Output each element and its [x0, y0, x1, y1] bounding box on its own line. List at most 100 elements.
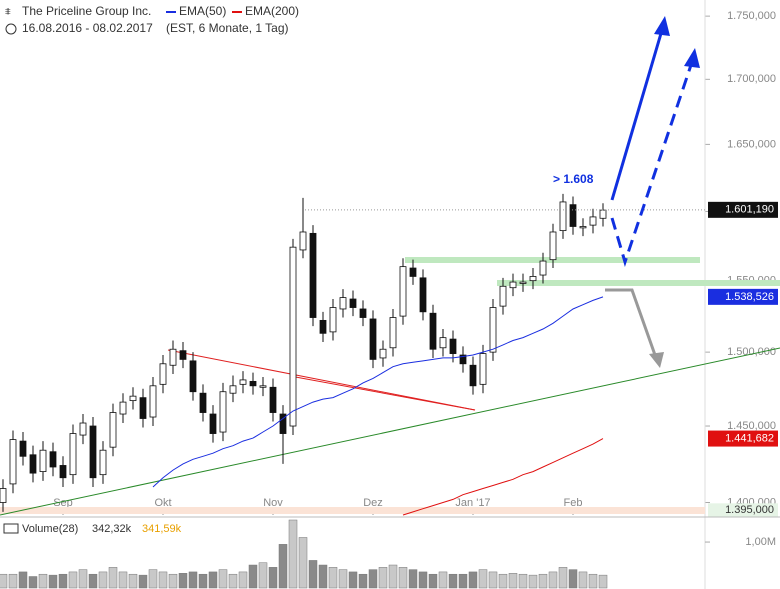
y-tick-label: 1.750,000 — [727, 10, 776, 22]
candle-body — [179, 350, 187, 360]
candle-body — [379, 348, 387, 359]
volume-bar — [538, 573, 548, 589]
volume-tick-label: 1,00M — [745, 536, 776, 548]
candle-body — [0, 488, 7, 503]
arrow-head — [684, 48, 700, 68]
price-label-box — [708, 288, 778, 305]
chart-title: The Priceline Group Inc. — [22, 4, 151, 18]
volume-bar — [478, 569, 488, 589]
volume-bar — [358, 573, 368, 589]
candle-body — [369, 318, 377, 360]
candle-body — [519, 281, 527, 284]
volume-bar — [468, 571, 478, 589]
level-label-box — [708, 503, 778, 518]
volume-panel: 1,00M — [0, 519, 776, 589]
price-label: 1.441,682 — [725, 432, 774, 444]
candle-body — [599, 209, 607, 219]
arrow — [610, 61, 694, 267]
candle-body — [469, 364, 477, 387]
volume-bar — [148, 569, 158, 589]
volume-bar — [158, 571, 168, 589]
candle-body — [19, 440, 27, 457]
volume-bar — [298, 537, 308, 589]
candle-body — [539, 260, 547, 276]
candle-body — [529, 276, 537, 282]
candle-body — [149, 385, 157, 418]
volume-bar — [588, 573, 598, 589]
volume-bar — [368, 569, 378, 589]
x-tick-label: Dez — [363, 497, 383, 509]
volume-title: Volume(28) — [22, 523, 78, 535]
volume-bar — [518, 573, 528, 589]
candle-body — [239, 379, 247, 385]
volume-bar — [338, 569, 348, 589]
volume-bar — [208, 571, 218, 589]
volume-bar — [68, 571, 78, 589]
volume-bar — [438, 571, 448, 589]
x-tick-label: Feb — [564, 497, 583, 509]
volume-average: 341,59k — [142, 523, 182, 535]
volume-icon — [3, 523, 19, 534]
volume-bar — [178, 573, 188, 589]
legend-entry: EMA(50) — [179, 4, 226, 18]
candle-body — [409, 267, 417, 277]
level-band — [0, 507, 705, 514]
candle-body — [259, 385, 267, 388]
volume-average: 342,32k — [92, 523, 132, 535]
trend-line — [167, 349, 476, 411]
level-label: 1.395,000 — [725, 504, 774, 516]
price-label-box — [708, 430, 778, 447]
volume-bar — [48, 574, 58, 589]
volume-bar — [28, 576, 38, 589]
icon: ⩨ — [5, 7, 11, 18]
volume-bar — [578, 571, 588, 589]
candle-body — [429, 312, 437, 350]
date-range: 16.08.2016 - 08.02.2017 — [22, 21, 153, 35]
candle-body — [339, 297, 347, 310]
candle-body — [399, 266, 407, 317]
candle-body — [299, 231, 307, 251]
candle-body — [319, 319, 327, 334]
candle-body — [199, 392, 207, 413]
volume-bar — [308, 560, 318, 589]
candle-body — [439, 337, 447, 349]
volume-bar — [108, 567, 118, 589]
candle-body — [289, 246, 297, 427]
candle-body — [189, 360, 197, 393]
volume-bar — [448, 573, 458, 589]
volume-bar — [88, 573, 98, 589]
arrow — [610, 29, 664, 201]
y-tick-label: 1.700,000 — [727, 73, 776, 85]
candle-body — [579, 226, 587, 229]
volume-bar — [528, 574, 538, 589]
candle-body — [249, 380, 257, 387]
x-tick-label: Nov — [263, 497, 283, 509]
volume-bar — [548, 571, 558, 589]
candle-body — [69, 433, 77, 476]
volume-bar — [58, 573, 68, 589]
candle-body — [209, 413, 217, 434]
y-tick-label: 1.500,000 — [727, 346, 776, 358]
candle-body — [279, 413, 287, 434]
volume-bar — [378, 567, 388, 589]
volume-bar — [238, 571, 248, 589]
volume-bar — [488, 571, 498, 589]
volume-bar — [408, 569, 418, 589]
volume-bar — [328, 567, 338, 589]
candle-body — [99, 449, 107, 476]
candle-body — [159, 363, 167, 385]
volume-bar — [288, 519, 298, 589]
volume-bar — [398, 567, 408, 589]
x-tick-label: Okt — [154, 497, 171, 509]
candle-body — [79, 422, 87, 436]
y-tick-label: 1.650,000 — [727, 138, 776, 150]
ema-line — [152, 296, 604, 488]
price-label: 1.538,526 — [725, 291, 774, 303]
candle-body — [509, 281, 517, 289]
volume-bar — [348, 571, 358, 589]
volume-bar — [278, 544, 288, 589]
volume-bar — [138, 574, 148, 589]
volume-bar — [188, 571, 198, 589]
